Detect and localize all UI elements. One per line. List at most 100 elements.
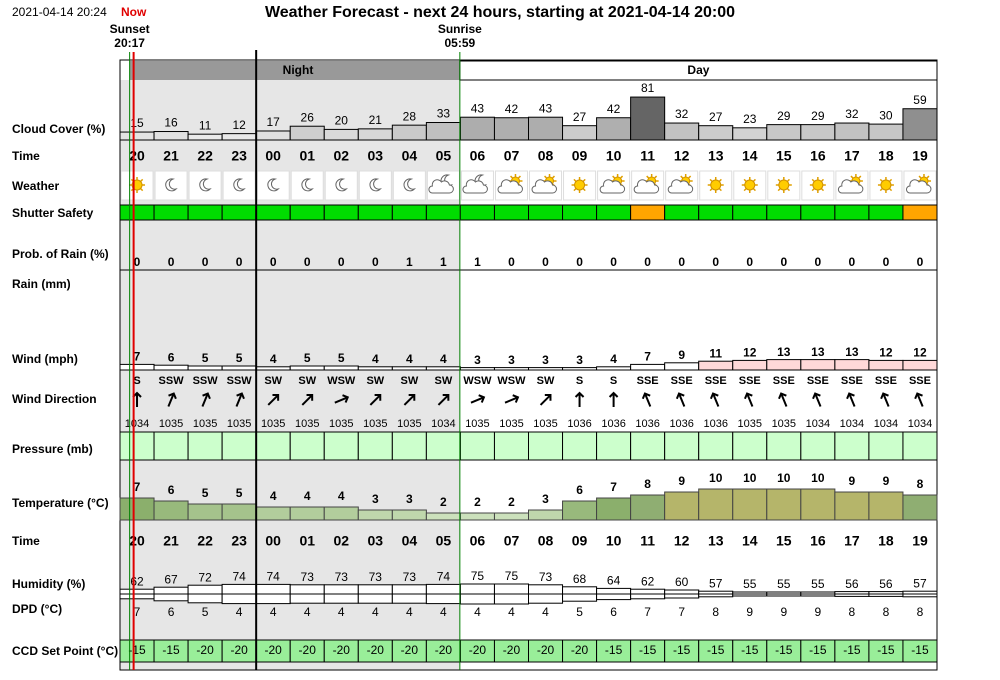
row-label: Time	[12, 149, 40, 163]
hour: 03	[368, 148, 384, 164]
wind-value: 12	[879, 346, 893, 360]
cloud-value: 59	[913, 93, 927, 107]
weather-icon	[599, 174, 626, 194]
sun-ray	[551, 175, 556, 179]
cloud	[462, 179, 488, 194]
shutter-cell	[596, 204, 632, 221]
humidity-value: 73	[335, 570, 349, 584]
hour: 06	[470, 148, 486, 164]
wind-arrow	[539, 394, 552, 406]
wind-value: 11	[709, 346, 722, 360]
dpd-value: 4	[270, 605, 277, 619]
hour: 09	[572, 533, 588, 549]
wind-dir: SSE	[807, 375, 829, 387]
rain-prob-value: 0	[542, 255, 549, 269]
temperature-value: 7	[134, 480, 141, 494]
temperature-value: 7	[610, 480, 617, 494]
rain-prob-value: 0	[372, 255, 379, 269]
wind-value: 5	[338, 351, 345, 365]
rain-prob-value: 0	[168, 255, 175, 269]
row-label: DPD (°C)	[12, 602, 62, 616]
cloud-bar	[766, 124, 802, 141]
weather-icon	[165, 178, 178, 192]
sunrise-time: 05:59	[444, 36, 475, 50]
wind-value: 4	[440, 352, 447, 366]
temperature-bar	[459, 512, 495, 521]
sun	[880, 179, 892, 191]
humidity-value: 64	[607, 574, 621, 588]
pressure-value: 1035	[397, 418, 421, 430]
wind-value: 4	[372, 352, 379, 366]
wind-dir: SW	[435, 375, 453, 387]
wind-dir: WSW	[463, 375, 492, 387]
hour: 10	[606, 533, 622, 549]
temperature-bar	[119, 497, 155, 521]
sun-ray	[752, 178, 756, 182]
humidity-value: 62	[641, 574, 655, 588]
rain-prob-value: 0	[236, 255, 243, 269]
hour: 21	[163, 533, 179, 549]
cloud	[905, 179, 932, 194]
wind-bar	[732, 359, 768, 371]
ccd-value: -15	[741, 643, 759, 657]
wind-dir: S	[610, 375, 617, 387]
temperature-value: 2	[508, 495, 515, 509]
temperature-bar	[493, 512, 530, 521]
hour: 15	[776, 533, 792, 549]
wind-dir: SW	[264, 375, 282, 387]
weather-icon	[129, 177, 146, 193]
rain-prob-value: 0	[134, 255, 141, 269]
shutter-cell	[868, 204, 904, 221]
rain-prob-value: 1	[474, 255, 481, 269]
wind-value: 3	[576, 353, 583, 367]
humidity-value: 73	[403, 570, 417, 584]
pressure-value: 1035	[227, 418, 251, 430]
weather-icon	[301, 178, 314, 192]
wind-bar	[425, 366, 461, 371]
dpd-value: 4	[406, 605, 413, 619]
temperature-value: 8	[644, 477, 651, 491]
sun	[778, 179, 790, 191]
pressure-cell	[357, 431, 393, 461]
weather-icon	[633, 174, 660, 194]
hour: 07	[504, 148, 520, 164]
temperature-bar	[153, 500, 189, 521]
shutter-cell	[902, 204, 938, 221]
wind-bar	[391, 366, 427, 371]
night-label: Night	[283, 63, 314, 77]
cloud-bar	[732, 127, 768, 141]
temperature-bar	[800, 488, 836, 521]
cloud-bar	[902, 108, 938, 141]
dpd-value: 7	[644, 605, 651, 619]
timestamp: 2021-04-14 20:24	[12, 5, 107, 19]
cloud-bar	[459, 116, 495, 141]
icon-cell	[154, 170, 188, 201]
humidity-value: 55	[777, 577, 791, 591]
shutter-cell	[664, 204, 700, 221]
cloud-bar	[664, 122, 700, 141]
dpd-value: 5	[202, 605, 209, 619]
sun-ray	[687, 175, 692, 179]
shutter-cell	[357, 204, 393, 221]
dpd-value: 6	[168, 605, 175, 619]
shutter-cell	[323, 204, 359, 221]
pressure-value: 1035	[772, 418, 796, 430]
hour: 07	[504, 533, 520, 549]
title: Weather Forecast - next 24 hours, starti…	[265, 4, 735, 21]
cloud	[531, 179, 558, 194]
dpd-value: 9	[780, 605, 787, 619]
cloud-value: 81	[641, 81, 655, 95]
hour: 12	[674, 148, 690, 164]
humidity-value: 73	[369, 570, 383, 584]
pressure-value: 1034	[874, 418, 898, 430]
dpd-value: 6	[610, 605, 617, 619]
cloud	[599, 179, 626, 194]
weather-icon	[403, 178, 417, 192]
hour: 18	[878, 148, 894, 164]
hour: 17	[844, 533, 860, 549]
pressure-cell	[187, 431, 223, 461]
wind-bar	[664, 362, 700, 371]
ccd-value: -15	[809, 643, 827, 657]
